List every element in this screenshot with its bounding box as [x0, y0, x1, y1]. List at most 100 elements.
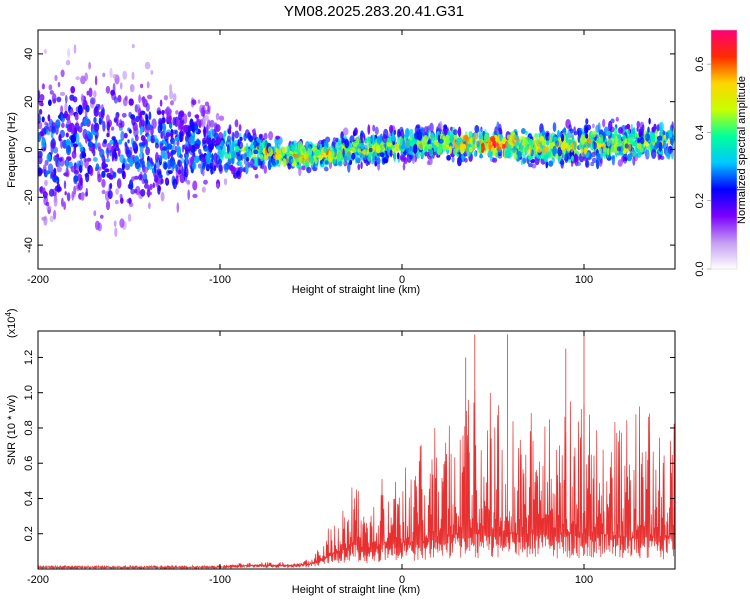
- spectrogram-cell: [51, 125, 56, 134]
- spectrogram-cell: [111, 126, 115, 131]
- spectrogram-cell: [542, 140, 547, 146]
- spectrogram-cell: [95, 163, 100, 171]
- snr-x-tick-label: 0: [399, 574, 405, 586]
- spectrogram-cell: [408, 150, 414, 156]
- spectrogram-cell: [195, 114, 200, 119]
- spectrogram-cell: [72, 143, 78, 148]
- spectrogram-cell: [569, 142, 575, 153]
- spectrogram-cell: [158, 174, 163, 179]
- spectrogram-cell: [632, 141, 637, 147]
- snr-x-axis-label: Height of straight line (km): [292, 584, 420, 596]
- spectrogram-y-axis-label: Frequency (Hz): [6, 112, 18, 188]
- spectrogram-cell: [263, 165, 267, 174]
- spectrogram-cell: [124, 95, 128, 101]
- spectrogram-cell: [128, 146, 133, 157]
- spectrogram-cell: [632, 126, 636, 136]
- spectrogram-cell: [362, 149, 367, 155]
- colorbar-tick-label: 0.2: [694, 193, 706, 208]
- spectrogram-cell: [92, 148, 96, 157]
- spectrogram-cell: [144, 183, 149, 190]
- snr-frame: [37, 330, 676, 570]
- spectrogram-cell: [244, 163, 249, 175]
- spectrogram-cell: [306, 166, 312, 174]
- spectrogram-cell: [64, 102, 68, 113]
- spectrogram-cell: [106, 121, 111, 131]
- spectrogram-cell: [639, 147, 644, 153]
- spectrogram-cell: [121, 162, 125, 171]
- spectrogram-cell: [364, 137, 368, 144]
- spectrogram-cell: [389, 149, 393, 158]
- spectrogram-cell: [391, 132, 395, 141]
- spectrogram-cell: [85, 104, 90, 113]
- spectrogram-cell: [394, 143, 400, 152]
- spectrogram-cell: [444, 134, 451, 145]
- spectrogram-cell: [350, 152, 356, 160]
- spectrogram-cell: [46, 205, 52, 211]
- spectrogram-cell: [60, 69, 65, 78]
- spectrogram-cell: [554, 140, 560, 147]
- spectrogram-cell: [134, 134, 139, 142]
- spectrogram-cell: [155, 142, 159, 149]
- spectrogram-cell: [310, 155, 314, 165]
- spectrogram-cell: [525, 130, 528, 135]
- spectrogram-cell: [472, 139, 476, 145]
- spectrogram-cell: [53, 209, 57, 220]
- spectrogram-cell: [107, 190, 113, 200]
- spectrogram-cell: [141, 96, 146, 104]
- spectrogram-cell: [187, 189, 190, 201]
- spectrogram-cell: [192, 193, 198, 199]
- spectrogram-cell: [129, 179, 134, 191]
- spectrogram-cell: [185, 146, 189, 155]
- spectrogram-cell: [177, 124, 184, 131]
- spectrogram-cell: [101, 178, 106, 188]
- spectrogram-cell: [213, 152, 218, 164]
- spectrogram-cell: [103, 158, 106, 165]
- spectrogram-cell: [56, 166, 62, 173]
- spectrogram-cell: [656, 135, 663, 141]
- spectrogram-cell: [184, 134, 189, 143]
- spectrogram-cell: [251, 129, 256, 134]
- spectrogram-cell: [247, 148, 253, 158]
- spectrogram-cell: [372, 124, 376, 132]
- spectrogram-cell: [398, 135, 403, 147]
- spectrogram-x-ticks: -200 -100 0 100: [27, 30, 593, 286]
- spectrogram-cell: [234, 119, 239, 128]
- spectrogram-cell: [63, 201, 66, 211]
- spectrogram-cell: [119, 218, 125, 228]
- spectrogram-cell: [45, 170, 51, 175]
- spectrogram-cell: [226, 135, 232, 143]
- snr-series: [38, 334, 675, 569]
- spectrogram-cell: [468, 131, 473, 139]
- spectrogram-cell: [392, 140, 396, 146]
- spectrogram-cell: [379, 144, 383, 155]
- spectrogram-cell: [153, 163, 157, 174]
- spectrogram-cell: [640, 137, 645, 145]
- spectrogram-cell: [231, 141, 235, 151]
- spectrogram-cell: [521, 128, 526, 135]
- spectrogram-cell: [140, 135, 146, 142]
- snr-y-tick-label: 1.0: [23, 385, 35, 400]
- spectrogram-cell: [51, 169, 56, 178]
- spectrogram-cell: [374, 126, 379, 135]
- spectrogram-cell: [281, 146, 287, 154]
- spectrogram-cell: [590, 161, 595, 167]
- spectrogram-cell: [54, 74, 58, 82]
- spectrogram-cell: [566, 144, 571, 152]
- spectrogram-cell: [318, 139, 323, 145]
- spectrogram-cell: [77, 126, 83, 133]
- spectrogram-cell: [382, 134, 388, 143]
- spectrogram-cell: [180, 119, 185, 126]
- spectrogram-cell: [139, 159, 144, 168]
- spectrogram-cell: [145, 146, 151, 156]
- spectrogram-cell: [187, 125, 193, 132]
- spectrogram-cell: [93, 127, 99, 133]
- spectrogram-cell: [267, 159, 272, 171]
- spectrogram-cell: [409, 154, 414, 160]
- spectrogram-cell: [121, 112, 127, 118]
- spectrogram-cell: [565, 133, 569, 144]
- spectrogram-cell: [59, 91, 66, 96]
- spectrogram-cell: [160, 130, 166, 139]
- snr-scale-prefix: (x10: [6, 317, 18, 338]
- spectrogram-cell: [585, 118, 589, 125]
- spectrogram-cell: [77, 142, 82, 147]
